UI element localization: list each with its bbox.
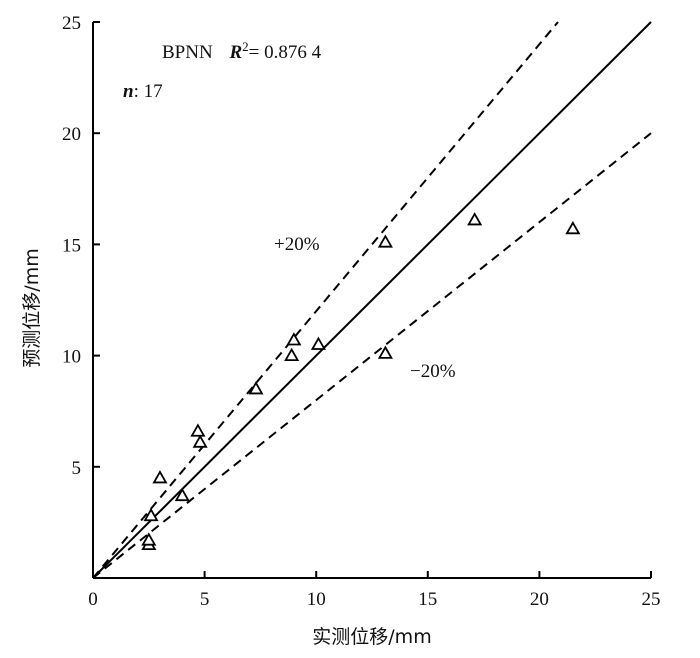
y-tick-label: 5 [72, 458, 82, 479]
data-point [284, 347, 300, 362]
r2-value: = 0.876 4 [249, 42, 322, 63]
x-tick-label: 20 [530, 589, 549, 610]
reference-lines [92, 21, 652, 579]
reference-line [92, 21, 559, 579]
data-point [377, 234, 393, 248]
data-point [152, 470, 168, 484]
r2-symbol: R [228, 42, 242, 63]
data-point [174, 487, 190, 502]
x-ticks: 0 5 10 15 20 25 [88, 571, 661, 610]
data-point [377, 345, 393, 359]
data-point [467, 212, 483, 226]
data-point [190, 423, 206, 437]
data-points [141, 212, 581, 551]
data-point [141, 532, 157, 546]
x-tick-label: 25 [642, 589, 661, 610]
data-point [248, 381, 264, 395]
x-tick-label: 5 [200, 589, 210, 610]
data-point [565, 221, 581, 235]
y-tick-label: 25 [62, 13, 81, 34]
y-axis-title: 预测位移/mm [21, 248, 43, 367]
y-tick-label: 15 [62, 235, 81, 256]
n-value: : 17 [134, 81, 163, 102]
x-tick-label: 15 [418, 589, 437, 610]
axes [92, 22, 651, 579]
x-tick-label: 0 [88, 589, 98, 610]
minus20-label: −20% [410, 361, 456, 382]
data-point [310, 336, 326, 350]
plus20-label: +20% [274, 234, 320, 255]
data-point [143, 507, 159, 522]
n-annotation: n: 17 [123, 81, 163, 102]
reference-line [92, 21, 652, 579]
n-symbol: n [123, 81, 134, 102]
reference-line [92, 132, 652, 579]
x-tick-label: 10 [307, 589, 326, 610]
y-ticks: 5 10 15 20 25 [62, 13, 100, 479]
r2-exponent: 2 [242, 39, 249, 54]
y-tick-label: 20 [62, 124, 81, 145]
data-point [286, 332, 302, 346]
model-label: BPNN [162, 42, 213, 63]
model-r2-annotation: BPNN R2= 0.876 4 [162, 39, 322, 63]
data-point [192, 434, 208, 448]
y-tick-label: 10 [62, 347, 81, 368]
x-axis-title: 实测位移/mm [312, 626, 431, 648]
